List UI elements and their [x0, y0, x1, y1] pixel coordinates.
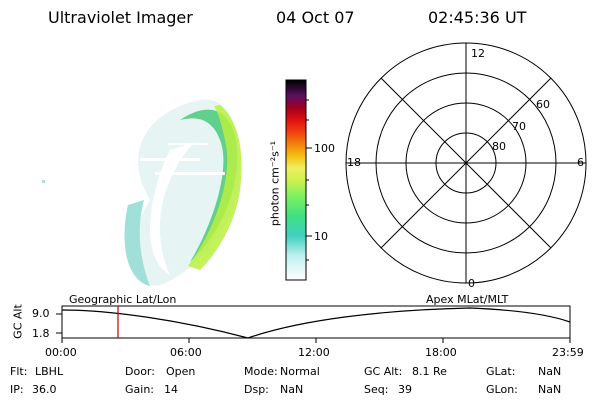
instrument-title: Ultraviolet Imager: [48, 8, 193, 27]
mlt-label-12: 12: [471, 47, 485, 60]
gain-value: 14: [164, 383, 178, 396]
gain-key: Gain:: [125, 383, 154, 396]
lat-label-70: 70: [512, 120, 526, 133]
mlt-label-0: 0: [468, 277, 475, 290]
flt-value: LBHL: [35, 365, 64, 378]
colorbar-tick-10: 10: [314, 230, 328, 243]
seq-key: Seq:: [364, 383, 389, 396]
x-tick-2359: 23:59: [552, 346, 584, 359]
time-label: 02:45:36 UT: [428, 8, 527, 27]
x-tick-0000: 00:00: [45, 346, 77, 359]
altitude-curve: [61, 307, 571, 339]
dsp-value: NaN: [280, 383, 304, 396]
colorbar: [285, 79, 312, 281]
ip-key: IP:: [10, 383, 24, 396]
ip-value: 36.0: [32, 383, 57, 396]
timeline-plot: [56, 305, 571, 343]
date-label: 04 Oct 07: [276, 8, 355, 27]
y-tick-9: 9.0: [32, 307, 50, 320]
x-tick-1800: 18:00: [425, 346, 457, 359]
door-key: Door:: [125, 365, 155, 378]
gc-alt-value: 8.1 Re: [412, 365, 447, 378]
glat-value: NaN: [538, 365, 562, 378]
colorbar-label: photon cm⁻²s⁻¹: [268, 140, 282, 227]
mlt-label-18: 18: [347, 156, 361, 169]
x-tick-1200: 12:00: [298, 346, 330, 359]
gc-alt-key: GC Alt:: [364, 365, 403, 378]
mode-key: Mode:: [244, 365, 278, 378]
glon-value: NaN: [538, 383, 562, 396]
dsp-key: Dsp:: [244, 383, 269, 396]
flt-key: Flt:: [10, 365, 28, 378]
polar-grid: [345, 42, 587, 284]
door-value: Open: [166, 365, 196, 378]
colorbar-gradient: [285, 79, 307, 281]
glon-key: GLon:: [486, 383, 518, 396]
mlt-label-6: 6: [577, 156, 584, 169]
seq-value: 39: [398, 383, 412, 396]
lat-label-80: 80: [492, 140, 506, 153]
gc-alt-axis-label: GC Alt: [11, 304, 25, 339]
lat-label-60: 60: [536, 98, 550, 111]
glat-key: GLat:: [486, 365, 516, 378]
aurora-image: [42, 99, 242, 286]
mode-value: Normal: [280, 365, 320, 378]
y-tick-1-8: 1.8: [32, 327, 50, 340]
x-tick-0600: 06:00: [170, 346, 202, 359]
colorbar-tick-100: 100: [314, 142, 335, 155]
geographic-caption: Geographic Lat/Lon: [69, 293, 177, 306]
apex-caption: Apex MLat/MLT: [426, 293, 509, 306]
